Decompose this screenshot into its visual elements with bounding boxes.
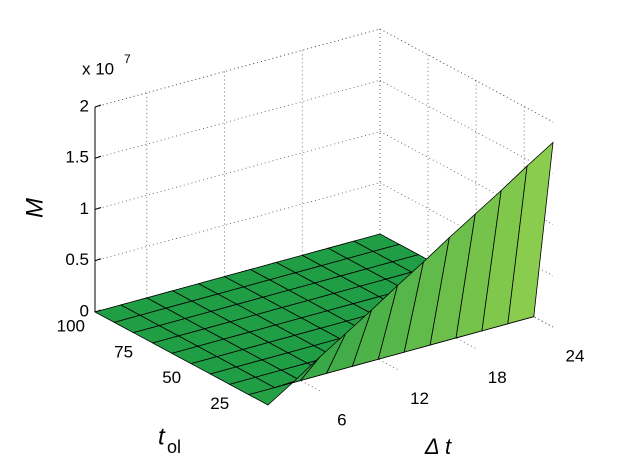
grid-line xyxy=(379,79,554,174)
y-axis-label: t xyxy=(158,423,166,450)
y-tick-label: 100 xyxy=(57,316,85,335)
z-tick xyxy=(94,207,102,210)
z-tick-label: 2 xyxy=(80,96,89,115)
z-tick xyxy=(94,104,102,108)
grid-line xyxy=(379,28,554,123)
grid-line xyxy=(379,131,554,225)
z-tick xyxy=(94,155,102,159)
y-tick-label: 50 xyxy=(162,368,181,387)
x-tick-label: 24 xyxy=(566,346,585,365)
y-tick-label: 75 xyxy=(114,342,133,361)
x-axis-label: Δ t xyxy=(424,434,452,459)
z-tick-label: 0 xyxy=(80,301,89,320)
z-multiplier-exp: 7 xyxy=(124,52,131,66)
z-multiplier: x 10 xyxy=(82,59,114,78)
z-axis-label: M xyxy=(21,198,48,218)
y-tick-label: 25 xyxy=(210,394,229,413)
y-axis-label-sub: ol xyxy=(167,437,181,457)
grid-line xyxy=(94,131,381,210)
grid-line xyxy=(94,79,381,159)
box-edge xyxy=(94,28,381,108)
z-tick xyxy=(94,258,102,262)
z-tick-label: 1 xyxy=(80,199,89,218)
x-tick-label: 12 xyxy=(410,389,429,408)
z-tick-label: 1.5 xyxy=(65,148,89,167)
box-edge xyxy=(379,28,554,123)
grid-line xyxy=(379,182,554,277)
x-tick-label: 18 xyxy=(488,368,507,387)
surface-face xyxy=(507,141,554,325)
z-tick-label: 0.5 xyxy=(65,250,89,269)
x-tick-label: 6 xyxy=(337,410,346,429)
